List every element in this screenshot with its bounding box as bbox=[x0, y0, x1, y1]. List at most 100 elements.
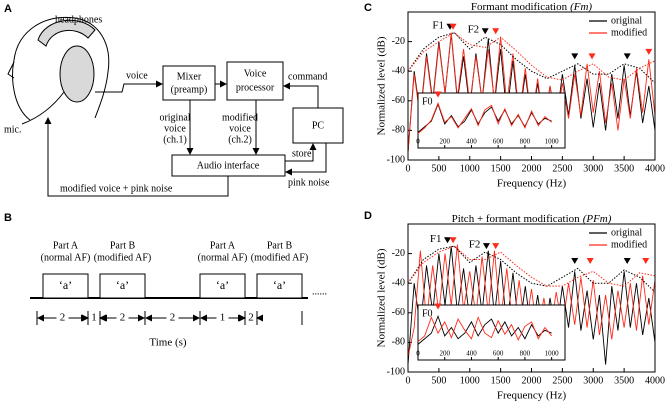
inset-x-tick-label: 0 bbox=[416, 138, 420, 146]
ear-cup bbox=[59, 45, 95, 103]
formant-label: F1 bbox=[430, 233, 442, 245]
arrow bbox=[285, 143, 327, 176]
label: voice bbox=[126, 70, 148, 81]
x-tick-label: 2000 bbox=[522, 375, 542, 386]
x-tick-label: 2500 bbox=[552, 163, 572, 174]
x-tick-label: 0 bbox=[406, 375, 411, 386]
part-label: (normal AF) bbox=[198, 252, 248, 263]
processor-box bbox=[226, 61, 284, 101]
y-tick-label: -40 bbox=[392, 65, 405, 76]
envelope-line bbox=[408, 32, 655, 81]
setup-diagram: headphones mic. voice Mixer (preamp) Voi… bbox=[4, 14, 344, 197]
y-tick-label: -100 bbox=[387, 366, 405, 377]
plot-frame bbox=[407, 223, 656, 373]
panel-label: B bbox=[4, 212, 12, 224]
duration-label: 2 bbox=[60, 312, 66, 324]
ellipsis: ...... bbox=[312, 286, 327, 297]
inset-x-tick-label: 200 bbox=[439, 350, 450, 358]
title-text: Pitch + formant modification bbox=[452, 213, 581, 225]
y-tick-label: -60 bbox=[392, 95, 405, 106]
arrow bbox=[44, 117, 229, 197]
legend-label: modified bbox=[611, 27, 647, 38]
inset-label: F0 bbox=[422, 96, 433, 107]
title-text: Formant modification bbox=[471, 1, 568, 13]
inset-line bbox=[417, 101, 552, 134]
peak-marker bbox=[449, 23, 457, 30]
label: headphones bbox=[55, 14, 102, 25]
inset-x-tick-label: 200 bbox=[439, 138, 450, 146]
duration-label: 2 bbox=[170, 312, 176, 324]
part-label: Part A bbox=[210, 240, 236, 251]
peak-marker bbox=[492, 28, 500, 35]
vowel: ‘a’ bbox=[273, 278, 286, 292]
vowel: ‘a’ bbox=[116, 278, 129, 292]
vowel: ‘a’ bbox=[59, 278, 72, 292]
stimulus-box bbox=[42, 273, 89, 299]
x-tick-label: 0 bbox=[406, 163, 411, 174]
formant-label: F2 bbox=[468, 24, 480, 36]
legend-label: original bbox=[611, 227, 642, 238]
x-tick-label: 3000 bbox=[583, 163, 603, 174]
label: original bbox=[159, 112, 190, 123]
x-axis-label: Frequency (Hz) bbox=[497, 390, 567, 402]
vowel: ‘a’ bbox=[216, 278, 229, 292]
x-tick-label: 3500 bbox=[614, 375, 634, 386]
envelope-line bbox=[408, 32, 655, 84]
part-label: (modified AF) bbox=[251, 252, 309, 263]
y-tick-label: -20 bbox=[392, 248, 405, 259]
formant-label: F1 bbox=[432, 19, 444, 31]
arrow bbox=[283, 82, 319, 108]
inset-line bbox=[417, 316, 552, 342]
peak-marker bbox=[481, 28, 489, 35]
peak-marker bbox=[571, 257, 579, 264]
part-label: Part B bbox=[267, 240, 293, 251]
title-abbrev: (Fm) bbox=[570, 1, 592, 13]
legend-label: original bbox=[611, 15, 642, 26]
peak-marker bbox=[586, 257, 594, 264]
stimulus-box bbox=[99, 273, 146, 299]
y-axis-label: Normalized level (dB) bbox=[376, 248, 388, 347]
x-tick-label: 1000 bbox=[460, 375, 480, 386]
label: store bbox=[292, 148, 312, 159]
chart-c: Formant modification (Fm) -100 -80 -60 -40 -20… bbox=[376, 1, 665, 190]
peak-marker bbox=[645, 48, 653, 55]
stimulus-box bbox=[199, 273, 246, 299]
peak-marker bbox=[492, 243, 500, 250]
inset-frame bbox=[417, 92, 566, 149]
y-axis-label: Normalized level (dB) bbox=[376, 36, 388, 135]
title-abbrev: (PFm) bbox=[583, 213, 612, 225]
label: (preamp) bbox=[171, 84, 208, 95]
label: Voice bbox=[244, 68, 267, 79]
label: mic. bbox=[4, 124, 22, 135]
peak-marker bbox=[482, 243, 490, 250]
label: voice bbox=[229, 123, 251, 134]
inset-line bbox=[417, 314, 552, 345]
y-tick-label: -60 bbox=[392, 307, 405, 318]
duration-label: 1 bbox=[220, 312, 226, 324]
peak-marker bbox=[623, 53, 631, 60]
chart-title: Formant modification (Fm) bbox=[471, 1, 593, 13]
peak-marker bbox=[444, 237, 452, 244]
envelope-line bbox=[408, 245, 655, 287]
x-tick-label: 1500 bbox=[491, 163, 511, 174]
x-tick-label: 1000 bbox=[460, 163, 480, 174]
label: pink noise bbox=[288, 177, 330, 188]
stimulus-box bbox=[256, 273, 303, 299]
plot-frame bbox=[407, 11, 656, 161]
inset-x-tick-label: 1000 bbox=[545, 138, 560, 146]
inset-x-tick-label: 600 bbox=[493, 138, 504, 146]
x-tick-label: 4000 bbox=[645, 375, 665, 386]
peak-marker bbox=[571, 53, 579, 60]
duration-label: 2 bbox=[120, 312, 126, 324]
envelope-line bbox=[408, 245, 655, 293]
label: Mixer bbox=[177, 71, 202, 82]
label: command bbox=[288, 71, 327, 82]
y-tick-label: -100 bbox=[387, 154, 405, 165]
mixer-box bbox=[162, 65, 216, 101]
label: processor bbox=[236, 82, 275, 93]
panel-label: D bbox=[364, 210, 372, 222]
inset-x-tick-label: 400 bbox=[466, 350, 477, 358]
label: Audio interface bbox=[197, 160, 260, 171]
panel-label: A bbox=[4, 3, 12, 15]
inset-x-tick-label: 800 bbox=[520, 350, 531, 358]
